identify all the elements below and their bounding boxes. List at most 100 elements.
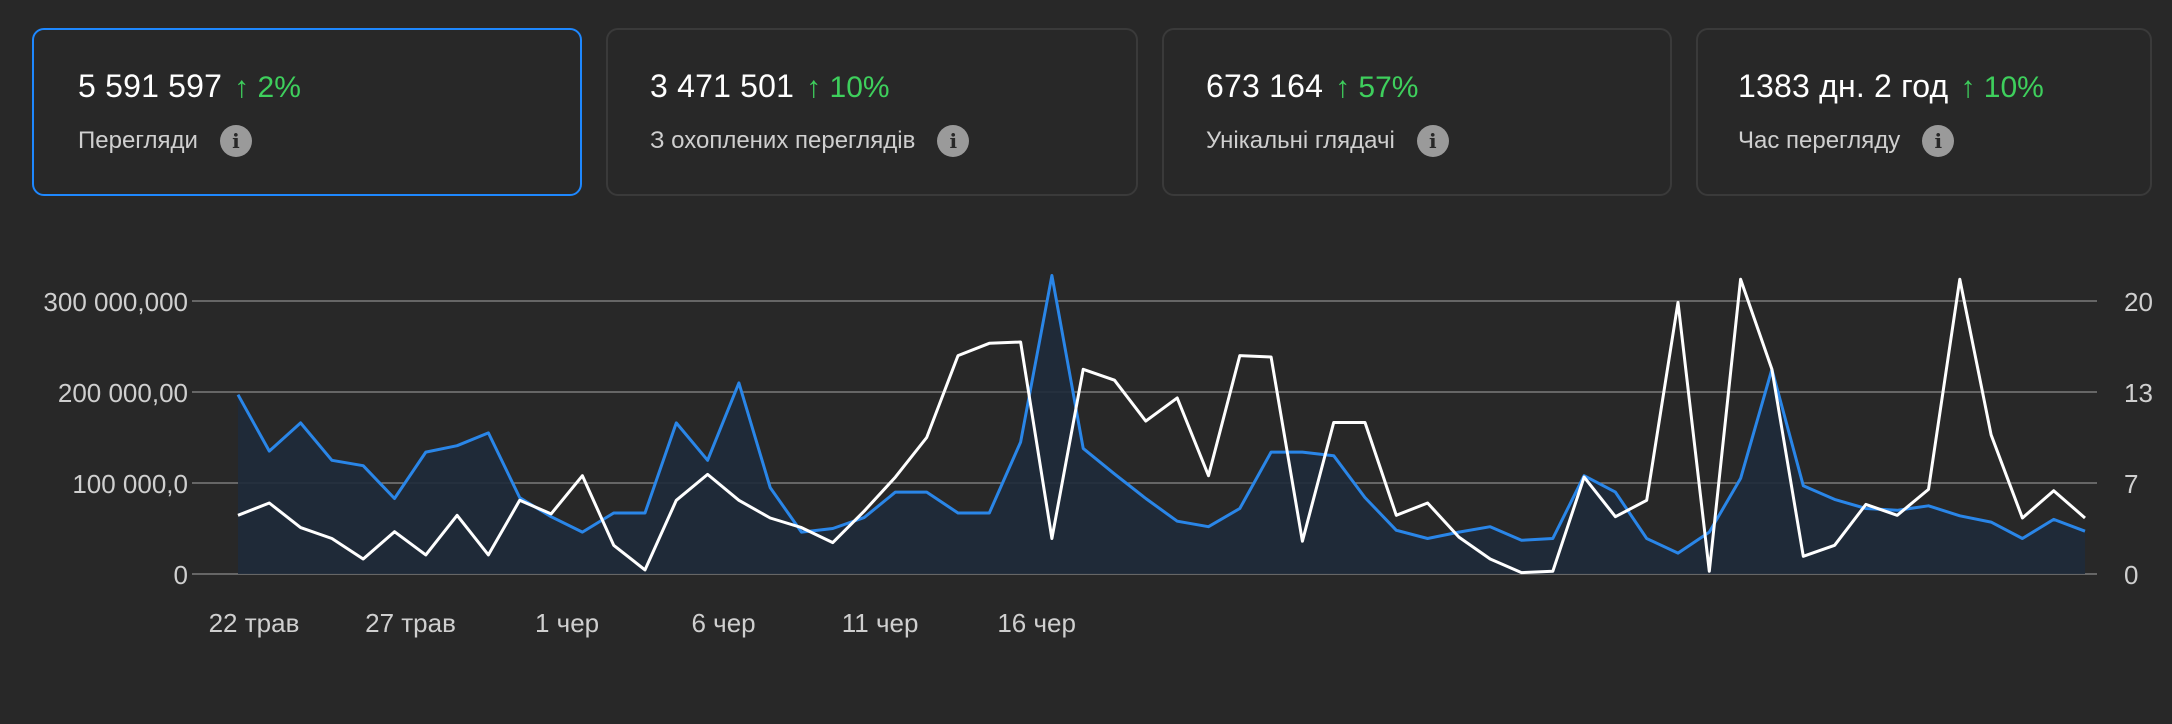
series-2-point[interactable] <box>827 537 839 549</box>
series-2-point[interactable] <box>263 497 275 509</box>
series-1-point[interactable] <box>1296 446 1308 458</box>
series-2-point[interactable] <box>420 549 432 561</box>
series-1-point[interactable] <box>2016 533 2028 545</box>
series-2-point[interactable] <box>1703 565 1715 577</box>
series-1-point[interactable] <box>702 454 714 466</box>
series-1-point[interactable] <box>389 493 401 505</box>
series-2-point[interactable] <box>983 337 995 349</box>
info-icon[interactable]: i <box>1922 125 1955 157</box>
series-2-point[interactable] <box>608 539 620 551</box>
series-1-point[interactable] <box>1829 493 1841 505</box>
series-1-point[interactable] <box>1422 533 1434 545</box>
series-1-point[interactable] <box>1735 472 1747 484</box>
series-2-point[interactable] <box>514 494 526 506</box>
series-1-point[interactable] <box>1109 468 1121 480</box>
series-1-point[interactable] <box>482 427 494 439</box>
series-2-point[interactable] <box>1860 498 1872 510</box>
series-2-point[interactable] <box>1390 509 1402 521</box>
series-1-point[interactable] <box>1516 534 1528 546</box>
series-1-point[interactable] <box>1484 521 1496 533</box>
series-2-point[interactable] <box>733 494 745 506</box>
series-2-point[interactable] <box>1672 296 1684 308</box>
series-2-point[interactable] <box>1328 417 1340 429</box>
series-1-point[interactable] <box>357 460 369 472</box>
series-2-point[interactable] <box>1359 417 1371 429</box>
series-1-point[interactable] <box>1046 270 1058 282</box>
series-2-point[interactable] <box>389 526 401 538</box>
series-2-point[interactable] <box>1296 535 1308 547</box>
series-1-point[interactable] <box>1265 446 1277 458</box>
series-1-point[interactable] <box>420 446 432 458</box>
series-2-point[interactable] <box>1453 531 1465 543</box>
series-2-point[interactable] <box>1735 273 1747 285</box>
series-1-point[interactable] <box>295 417 307 429</box>
series-1-point[interactable] <box>1641 533 1653 545</box>
series-2-point[interactable] <box>1641 494 1653 506</box>
series-2-point[interactable] <box>1265 351 1277 363</box>
series-1-point[interactable] <box>1547 533 1559 545</box>
series-1-point[interactable] <box>1672 547 1684 559</box>
series-2-point[interactable] <box>451 509 463 521</box>
series-1-point[interactable] <box>2048 513 2060 525</box>
series-1-point[interactable] <box>608 507 620 519</box>
series-2-point[interactable] <box>1923 483 1935 495</box>
series-1-point[interactable] <box>1797 480 1809 492</box>
series-2-point[interactable] <box>670 494 682 506</box>
series-2-point[interactable] <box>1171 392 1183 404</box>
series-2-point[interactable] <box>764 512 776 524</box>
series-2-point[interactable] <box>576 470 588 482</box>
series-2-point[interactable] <box>1954 273 1966 285</box>
series-1-point[interactable] <box>983 507 995 519</box>
series-2-point[interactable] <box>921 432 933 444</box>
metric-card-4[interactable]: 1383 дн. 2 год ↑ 10% Час перегляду i <box>1696 28 2152 196</box>
series-2-point[interactable] <box>1578 471 1590 483</box>
series-line-2[interactable] <box>237 277 2086 575</box>
series-1-point[interactable] <box>1985 516 1997 528</box>
series-1-point[interactable] <box>639 507 651 519</box>
series-1-point[interactable] <box>576 526 588 538</box>
series-1-point[interactable] <box>1171 515 1183 527</box>
series-1-point[interactable] <box>921 486 933 498</box>
series-1-point[interactable] <box>1140 493 1152 505</box>
series-2-point[interactable] <box>1516 567 1528 579</box>
series-2-point[interactable] <box>639 564 651 576</box>
series-2-point[interactable] <box>1797 550 1809 562</box>
series-1-point[interactable] <box>670 417 682 429</box>
metric-card-1[interactable]: 5 591 597 ↑ 2% Перегляди i <box>32 28 582 196</box>
metric-card-3[interactable]: 673 164 ↑ 57% Унікальні глядачі i <box>1162 28 1672 196</box>
series-1-point[interactable] <box>1234 503 1246 515</box>
series-1-point[interactable] <box>232 389 244 401</box>
series-2-point[interactable] <box>1077 363 1089 375</box>
series-line-1[interactable] <box>236 274 2086 555</box>
series-2-point[interactable] <box>2048 485 2060 497</box>
series-2-point[interactable] <box>858 505 870 517</box>
series-2-point[interactable] <box>1484 553 1496 565</box>
series-2-point[interactable] <box>545 508 557 520</box>
series-2-point[interactable] <box>1203 470 1215 482</box>
metric-card-2[interactable]: 3 471 501 ↑ 10% З охоплених переглядів i <box>606 28 1138 196</box>
series-1-point[interactable] <box>952 507 964 519</box>
info-icon[interactable]: i <box>1416 125 1449 157</box>
series-2-point[interactable] <box>1766 363 1778 375</box>
series-1-point[interactable] <box>1015 436 1027 448</box>
series-2-point[interactable] <box>1609 511 1621 523</box>
series-1-point[interactable] <box>2079 525 2091 537</box>
series-1-point[interactable] <box>1077 442 1089 454</box>
series-1-point[interactable] <box>1328 450 1340 462</box>
series-1-point[interactable] <box>1359 492 1371 504</box>
series-1-point[interactable] <box>1954 510 1966 522</box>
series-2-point[interactable] <box>1109 374 1121 386</box>
series-2-point[interactable] <box>1140 415 1152 427</box>
series-2-point[interactable] <box>1046 533 1058 545</box>
series-2-point[interactable] <box>2079 512 2091 524</box>
series-2-point[interactable] <box>357 553 369 565</box>
series-1-point[interactable] <box>1923 500 1935 512</box>
series-1-point[interactable] <box>1390 524 1402 536</box>
series-1-point[interactable] <box>1609 486 1621 498</box>
series-1-point[interactable] <box>733 377 745 389</box>
series-2-point[interactable] <box>482 549 494 561</box>
series-2-point[interactable] <box>952 350 964 362</box>
series-1-point[interactable] <box>1203 521 1215 533</box>
series-1-point[interactable] <box>889 486 901 498</box>
series-1-point[interactable] <box>326 454 338 466</box>
